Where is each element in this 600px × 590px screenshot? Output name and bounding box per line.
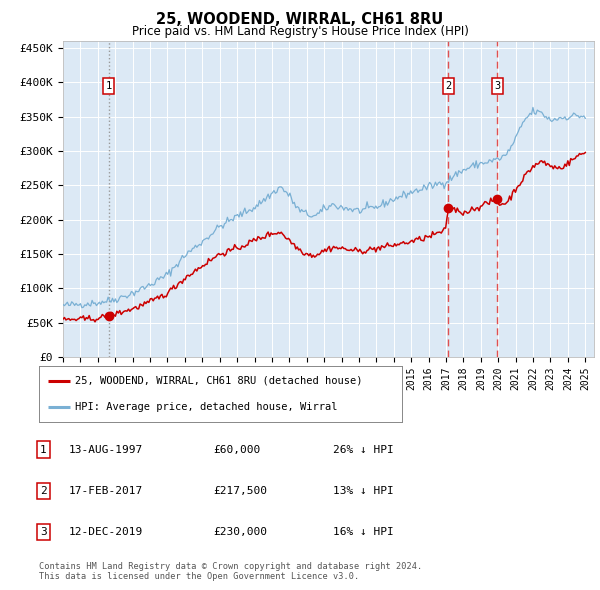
Text: 16% ↓ HPI: 16% ↓ HPI bbox=[333, 527, 394, 537]
Text: 3: 3 bbox=[40, 527, 47, 537]
Text: 1: 1 bbox=[40, 445, 47, 454]
Text: 25, WOODEND, WIRRAL, CH61 8RU (detached house): 25, WOODEND, WIRRAL, CH61 8RU (detached … bbox=[76, 376, 363, 386]
Text: 13-AUG-1997: 13-AUG-1997 bbox=[69, 445, 143, 454]
Text: £217,500: £217,500 bbox=[213, 486, 267, 496]
Text: 2: 2 bbox=[40, 486, 47, 496]
Text: Contains HM Land Registry data © Crown copyright and database right 2024.
This d: Contains HM Land Registry data © Crown c… bbox=[39, 562, 422, 581]
Text: 25, WOODEND, WIRRAL, CH61 8RU: 25, WOODEND, WIRRAL, CH61 8RU bbox=[157, 12, 443, 27]
Text: HPI: Average price, detached house, Wirral: HPI: Average price, detached house, Wirr… bbox=[76, 402, 338, 412]
Text: 26% ↓ HPI: 26% ↓ HPI bbox=[333, 445, 394, 454]
Text: £230,000: £230,000 bbox=[213, 527, 267, 537]
Text: 17-FEB-2017: 17-FEB-2017 bbox=[69, 486, 143, 496]
Text: 1: 1 bbox=[106, 81, 112, 91]
Text: 13% ↓ HPI: 13% ↓ HPI bbox=[333, 486, 394, 496]
Text: Price paid vs. HM Land Registry's House Price Index (HPI): Price paid vs. HM Land Registry's House … bbox=[131, 25, 469, 38]
Text: 2: 2 bbox=[445, 81, 451, 91]
Text: £60,000: £60,000 bbox=[213, 445, 260, 454]
Text: 12-DEC-2019: 12-DEC-2019 bbox=[69, 527, 143, 537]
Text: 3: 3 bbox=[494, 81, 500, 91]
